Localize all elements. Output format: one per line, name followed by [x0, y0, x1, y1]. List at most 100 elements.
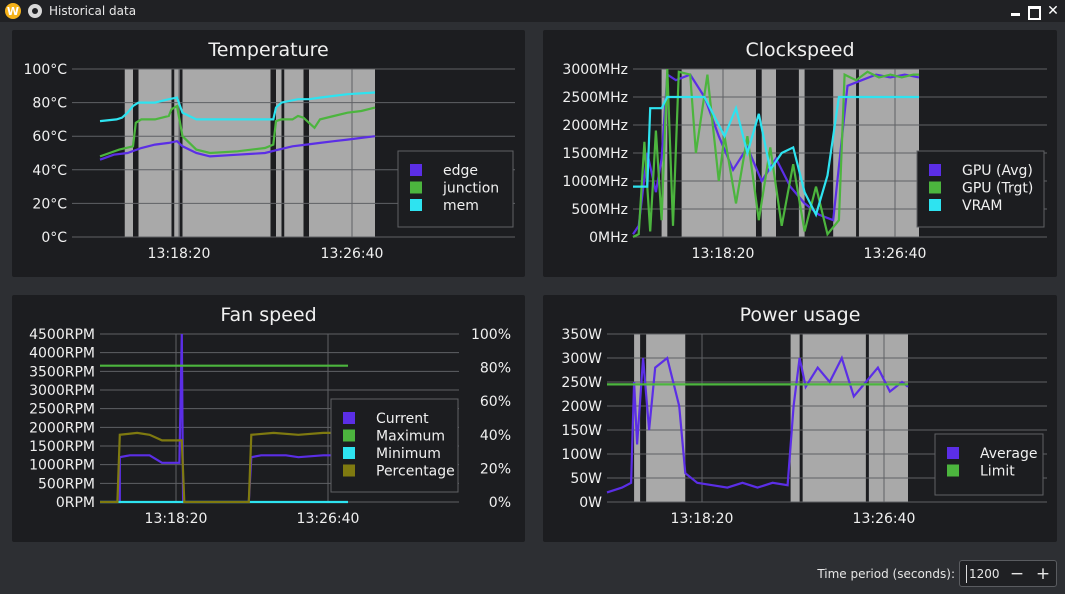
y-tick-label: 500MHz	[571, 202, 628, 218]
legend-swatch	[947, 447, 959, 459]
y-tick-label: 0MHz	[589, 230, 628, 246]
power-usage-plot: 350W 300W 250W 200W 150W 100W 50W 0W 13:18:20 13:…	[561, 327, 1047, 527]
legend-label: Maximum	[376, 429, 445, 445]
series-line	[632, 72, 920, 235]
y-tick-label: 60°C	[32, 129, 67, 145]
y2-tick-label: 0%	[489, 495, 511, 511]
x-tick-label: 13:18:20	[671, 511, 734, 527]
chart-title: Power usage	[739, 304, 861, 326]
y2-tick-label: 100%	[471, 327, 511, 343]
y-tick-label: 4000RPM	[29, 346, 95, 362]
time-period-input[interactable]	[966, 565, 1004, 583]
shade-band	[276, 69, 282, 237]
legend-swatch	[410, 181, 422, 194]
y-tick-label: 300W	[561, 351, 602, 367]
temperature-plot: 100°C 80°C 60°C 40°C 20°C 0°C 13:18:20 13:26:40…	[24, 62, 515, 262]
shade-band	[802, 334, 866, 502]
legend-swatch	[929, 164, 941, 176]
legend-swatch	[947, 464, 959, 477]
legend-label: Average	[980, 446, 1038, 462]
series-line	[606, 355, 909, 494]
series-line	[99, 91, 376, 123]
y-tick-label: 250W	[561, 375, 602, 391]
series-line	[632, 68, 919, 238]
y-tick-label: 1500MHz	[562, 146, 628, 162]
legend-swatch	[343, 412, 355, 424]
legend-swatch	[929, 181, 941, 194]
legend-label: junction	[442, 181, 499, 197]
series-line	[99, 135, 376, 161]
y-tick-label: 350W	[561, 327, 602, 343]
y-tick-label: 100W	[561, 447, 602, 463]
y-tick-label: 150W	[561, 423, 602, 439]
legend-label: Minimum	[376, 446, 441, 462]
y-tick-label: 200W	[561, 399, 602, 415]
window-controls: ✕	[1007, 3, 1061, 19]
x-tick-label: 13:18:20	[148, 246, 211, 262]
y-tick-label: 0RPM	[56, 495, 95, 511]
y-tick-label: 1000MHz	[562, 174, 628, 190]
y-tick-label: 2000RPM	[29, 420, 95, 436]
legend-label: Current	[376, 411, 429, 427]
legend-label: Limit	[980, 464, 1015, 480]
x-tick-label: 13:26:40	[321, 246, 384, 262]
y2-tick-label: 80%	[480, 361, 511, 377]
series-line	[100, 431, 348, 504]
shade-band	[138, 69, 172, 237]
legend-swatch	[343, 464, 355, 477]
clockspeed-plot: 3000MHz 2500MHz 2000MHz 1500MHz 1000MHz 500MH…	[562, 62, 1047, 262]
fan-speed-plot: 4500RPM 4000RPM 3500RPM 3000RPM 2500RPM 2000R…	[29, 327, 511, 527]
legend-swatch	[410, 199, 422, 211]
chart-title: Fan speed	[220, 304, 317, 326]
shade-band	[868, 334, 908, 502]
x-tick-label: 13:26:40	[853, 511, 916, 527]
x-tick-label: 13:18:20	[145, 511, 208, 527]
pin-icon[interactable]	[28, 4, 42, 18]
y2-tick-label: 60%	[480, 394, 511, 410]
y-tick-label: 3000MHz	[562, 62, 628, 78]
legend-swatch	[410, 164, 422, 176]
minimize-icon[interactable]	[1007, 3, 1023, 19]
legend-swatch	[343, 447, 355, 459]
y-tick-label: 1500RPM	[29, 439, 95, 455]
y-tick-label: 3000RPM	[29, 383, 95, 399]
legend-swatch	[929, 199, 941, 211]
y-tick-label: 0°C	[41, 230, 67, 246]
legend-label: VRAM	[962, 198, 1002, 214]
chart-title: Clockspeed	[745, 39, 855, 61]
y-tick-label: 50W	[570, 471, 602, 487]
x-tick-label: 13:26:40	[297, 511, 360, 527]
close-icon[interactable]: ✕	[1047, 3, 1059, 19]
x-tick-label: 13:26:40	[864, 246, 927, 262]
decrement-button[interactable]: −	[1007, 563, 1027, 585]
temperature-chart: Temperature 100°C 80°C 60°C 40°C 20°C 0°C 13:1…	[12, 30, 525, 277]
title-bar: W Historical data ✕	[0, 0, 1065, 22]
legend-label: mem	[443, 198, 479, 214]
y-tick-label: 0W	[579, 495, 602, 511]
y-tick-label: 100°C	[24, 62, 68, 78]
legend-swatch	[343, 429, 355, 442]
fan-speed-chart: Fan speed 4500RPM 4000RPM 3500RPM 3000RPM 25…	[12, 295, 525, 542]
time-period-label: Time period (seconds):	[817, 567, 955, 581]
maximize-icon[interactable]	[1026, 3, 1042, 19]
time-period-spinbox: − +	[959, 560, 1057, 587]
y-tick-label: 2500RPM	[29, 402, 95, 418]
y-tick-label: 40°C	[32, 163, 67, 179]
y-tick-label: 4500RPM	[29, 327, 95, 343]
legend-label: GPU (Trgt)	[962, 181, 1033, 197]
series-line	[100, 333, 348, 504]
increment-button[interactable]: +	[1033, 563, 1053, 585]
footer: Time period (seconds): − +	[0, 554, 1065, 594]
y-tick-label: 1000RPM	[29, 458, 95, 474]
clockspeed-chart: Clockspeed 3000MHz 2500MHz 2000MHz 1500MHz 1…	[543, 30, 1057, 277]
legend-label: Percentage	[376, 464, 455, 480]
y-tick-label: 500RPM	[38, 476, 95, 492]
series-line	[99, 104, 376, 158]
x-tick-label: 13:18:20	[692, 246, 755, 262]
legend-label: GPU (Avg)	[962, 163, 1033, 179]
y-tick-label: 3500RPM	[29, 364, 95, 380]
chart-title: Temperature	[208, 39, 329, 61]
y-tick-label: 2000MHz	[562, 118, 628, 134]
shade-band	[174, 69, 180, 237]
series-line	[633, 95, 919, 218]
